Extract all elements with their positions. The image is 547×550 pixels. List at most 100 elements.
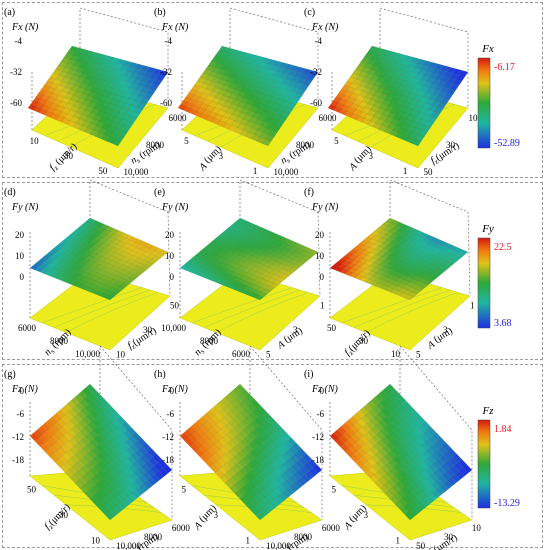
x-tick-label: 5	[334, 136, 339, 146]
x-tick-label: 3	[364, 510, 369, 520]
x-tick-label: 10	[91, 536, 101, 546]
z-tick-label: 10	[15, 251, 25, 261]
colorbar-fz: Fz 1.84 -13.29	[477, 405, 520, 509]
panel-label: (d)	[4, 187, 16, 198]
colorbar-max-label: 1.84	[494, 424, 512, 435]
colorbar-max-label: -6.17	[494, 62, 515, 73]
x-tick-label: 1	[396, 536, 401, 546]
y-tick-label: 6000	[172, 523, 191, 533]
z-axis-label: Fy (N)	[11, 202, 39, 213]
z-tick-label: 0	[170, 386, 175, 396]
y-tick-label: 8000	[296, 140, 315, 150]
x-tick-label: 6000	[232, 349, 251, 359]
x-tick-label: 50	[27, 484, 37, 494]
panel-label: (b)	[154, 7, 166, 18]
surface-cell	[462, 464, 473, 474]
x-axis-title: fz(μm/r)	[42, 502, 73, 533]
z-tick-label: 0	[20, 386, 25, 396]
z-tick-label: -32	[160, 67, 172, 77]
z-tick-label: -18	[312, 455, 324, 465]
y-tick-label: 1	[320, 301, 325, 311]
z-tick-label: -4	[165, 36, 173, 46]
contour-line	[41, 287, 143, 324]
y-tick-label: 5	[266, 349, 271, 359]
panel-a: (a) Fx (N) -4 -32 -60 10 30 50 10,000 8000 6000 fz …	[4, 7, 187, 177]
contour-line	[203, 289, 301, 328]
colorbar-title: Fz	[482, 405, 495, 417]
y-tick-label: 10,000	[266, 541, 291, 550]
colorbar-title: Fy	[481, 223, 494, 235]
z-tick-label: 10	[165, 251, 175, 261]
y-tick-label: 10,000	[116, 541, 141, 550]
row-fx-band	[2, 2, 543, 178]
contour-line	[341, 287, 443, 324]
x-axis-title: ns (rpm)	[192, 327, 224, 359]
z-tick-label: -18	[162, 455, 174, 465]
z-axis-label: Fx (N)	[311, 22, 339, 33]
surface-cell	[459, 249, 469, 256]
z-tick-label: 20	[15, 230, 25, 240]
contour-plane	[179, 271, 321, 351]
box-frame	[79, 7, 169, 108]
y-tick-label: 1	[470, 301, 475, 311]
z-tick-label: -12	[162, 432, 174, 442]
z-tick-label: -4	[15, 36, 23, 46]
y-tick-label: 8000	[144, 532, 163, 542]
y-tick-label: 50	[170, 301, 180, 311]
y-tick-label: 10	[472, 523, 482, 533]
x-tick-label: 5	[182, 484, 187, 494]
contour-line	[353, 289, 451, 328]
x-tick-label: 5	[332, 484, 337, 494]
surface-cell	[158, 70, 169, 77]
z-tick-label: 0	[320, 272, 325, 282]
surface-cell	[458, 70, 469, 77]
colorbar-min-label: -13.29	[494, 498, 520, 509]
box-frame	[379, 7, 469, 108]
y-tick-label: 10	[469, 113, 479, 123]
y-tick-label: 50	[416, 541, 426, 550]
z-tick-label: -6	[17, 409, 25, 419]
y-tick-label: 30	[143, 325, 153, 335]
x-axis-title: ns (rpm)	[42, 327, 74, 359]
contour-line	[53, 289, 151, 328]
y-tick-label: 8000	[146, 140, 165, 150]
z-tick-label: -4	[315, 36, 323, 46]
z-axis-label: Fz (N)	[11, 384, 39, 395]
z-tick-label: -32	[310, 67, 322, 77]
colorbar-min-label: 3.68	[494, 318, 512, 329]
y-tick-label: 10,000	[124, 167, 149, 177]
z-tick-label: 0	[20, 272, 25, 282]
x-tick-label: 3	[219, 151, 224, 161]
contour-line	[365, 292, 459, 333]
x-tick-label: 1	[253, 166, 258, 176]
row-fy-band	[2, 182, 543, 360]
y-tick-label: 8000	[294, 532, 313, 542]
z-tick-label: -18	[12, 455, 24, 465]
panel-label: (h)	[154, 369, 166, 380]
z-axis-label: Fy (N)	[311, 202, 339, 213]
panel-d: (d) Fy (N) 20 10 0 6000 8000 10,000 10 30 50 ns (rp…	[4, 179, 180, 359]
x-tick-label: 1	[403, 166, 408, 176]
z-tick-label: -60	[10, 98, 22, 108]
y-tick-label: 6000	[322, 523, 341, 533]
x-tick-label: 50	[98, 166, 108, 176]
panel-label: (i)	[304, 369, 313, 380]
contour-line	[191, 287, 293, 324]
z-tick-label: -60	[160, 98, 172, 108]
contour-line	[215, 292, 309, 333]
z-tick-label: -60	[310, 98, 322, 108]
z-axis-label: Fx (N)	[161, 22, 189, 33]
colorbar-scale	[477, 419, 491, 509]
z-tick-label: 20	[315, 230, 325, 240]
colorbar-fx: Fx-6.17 -52.89	[477, 43, 520, 149]
x-tick-label: 30	[359, 336, 369, 346]
z-tick-label: 20	[165, 230, 175, 240]
x-tick-label: 8000	[50, 336, 69, 346]
x-tick-label: 8000	[200, 336, 219, 346]
x-tick-label: 1	[246, 536, 251, 546]
x-tick-label: 10,000	[161, 323, 186, 333]
y-tick-label: 10	[116, 349, 126, 359]
